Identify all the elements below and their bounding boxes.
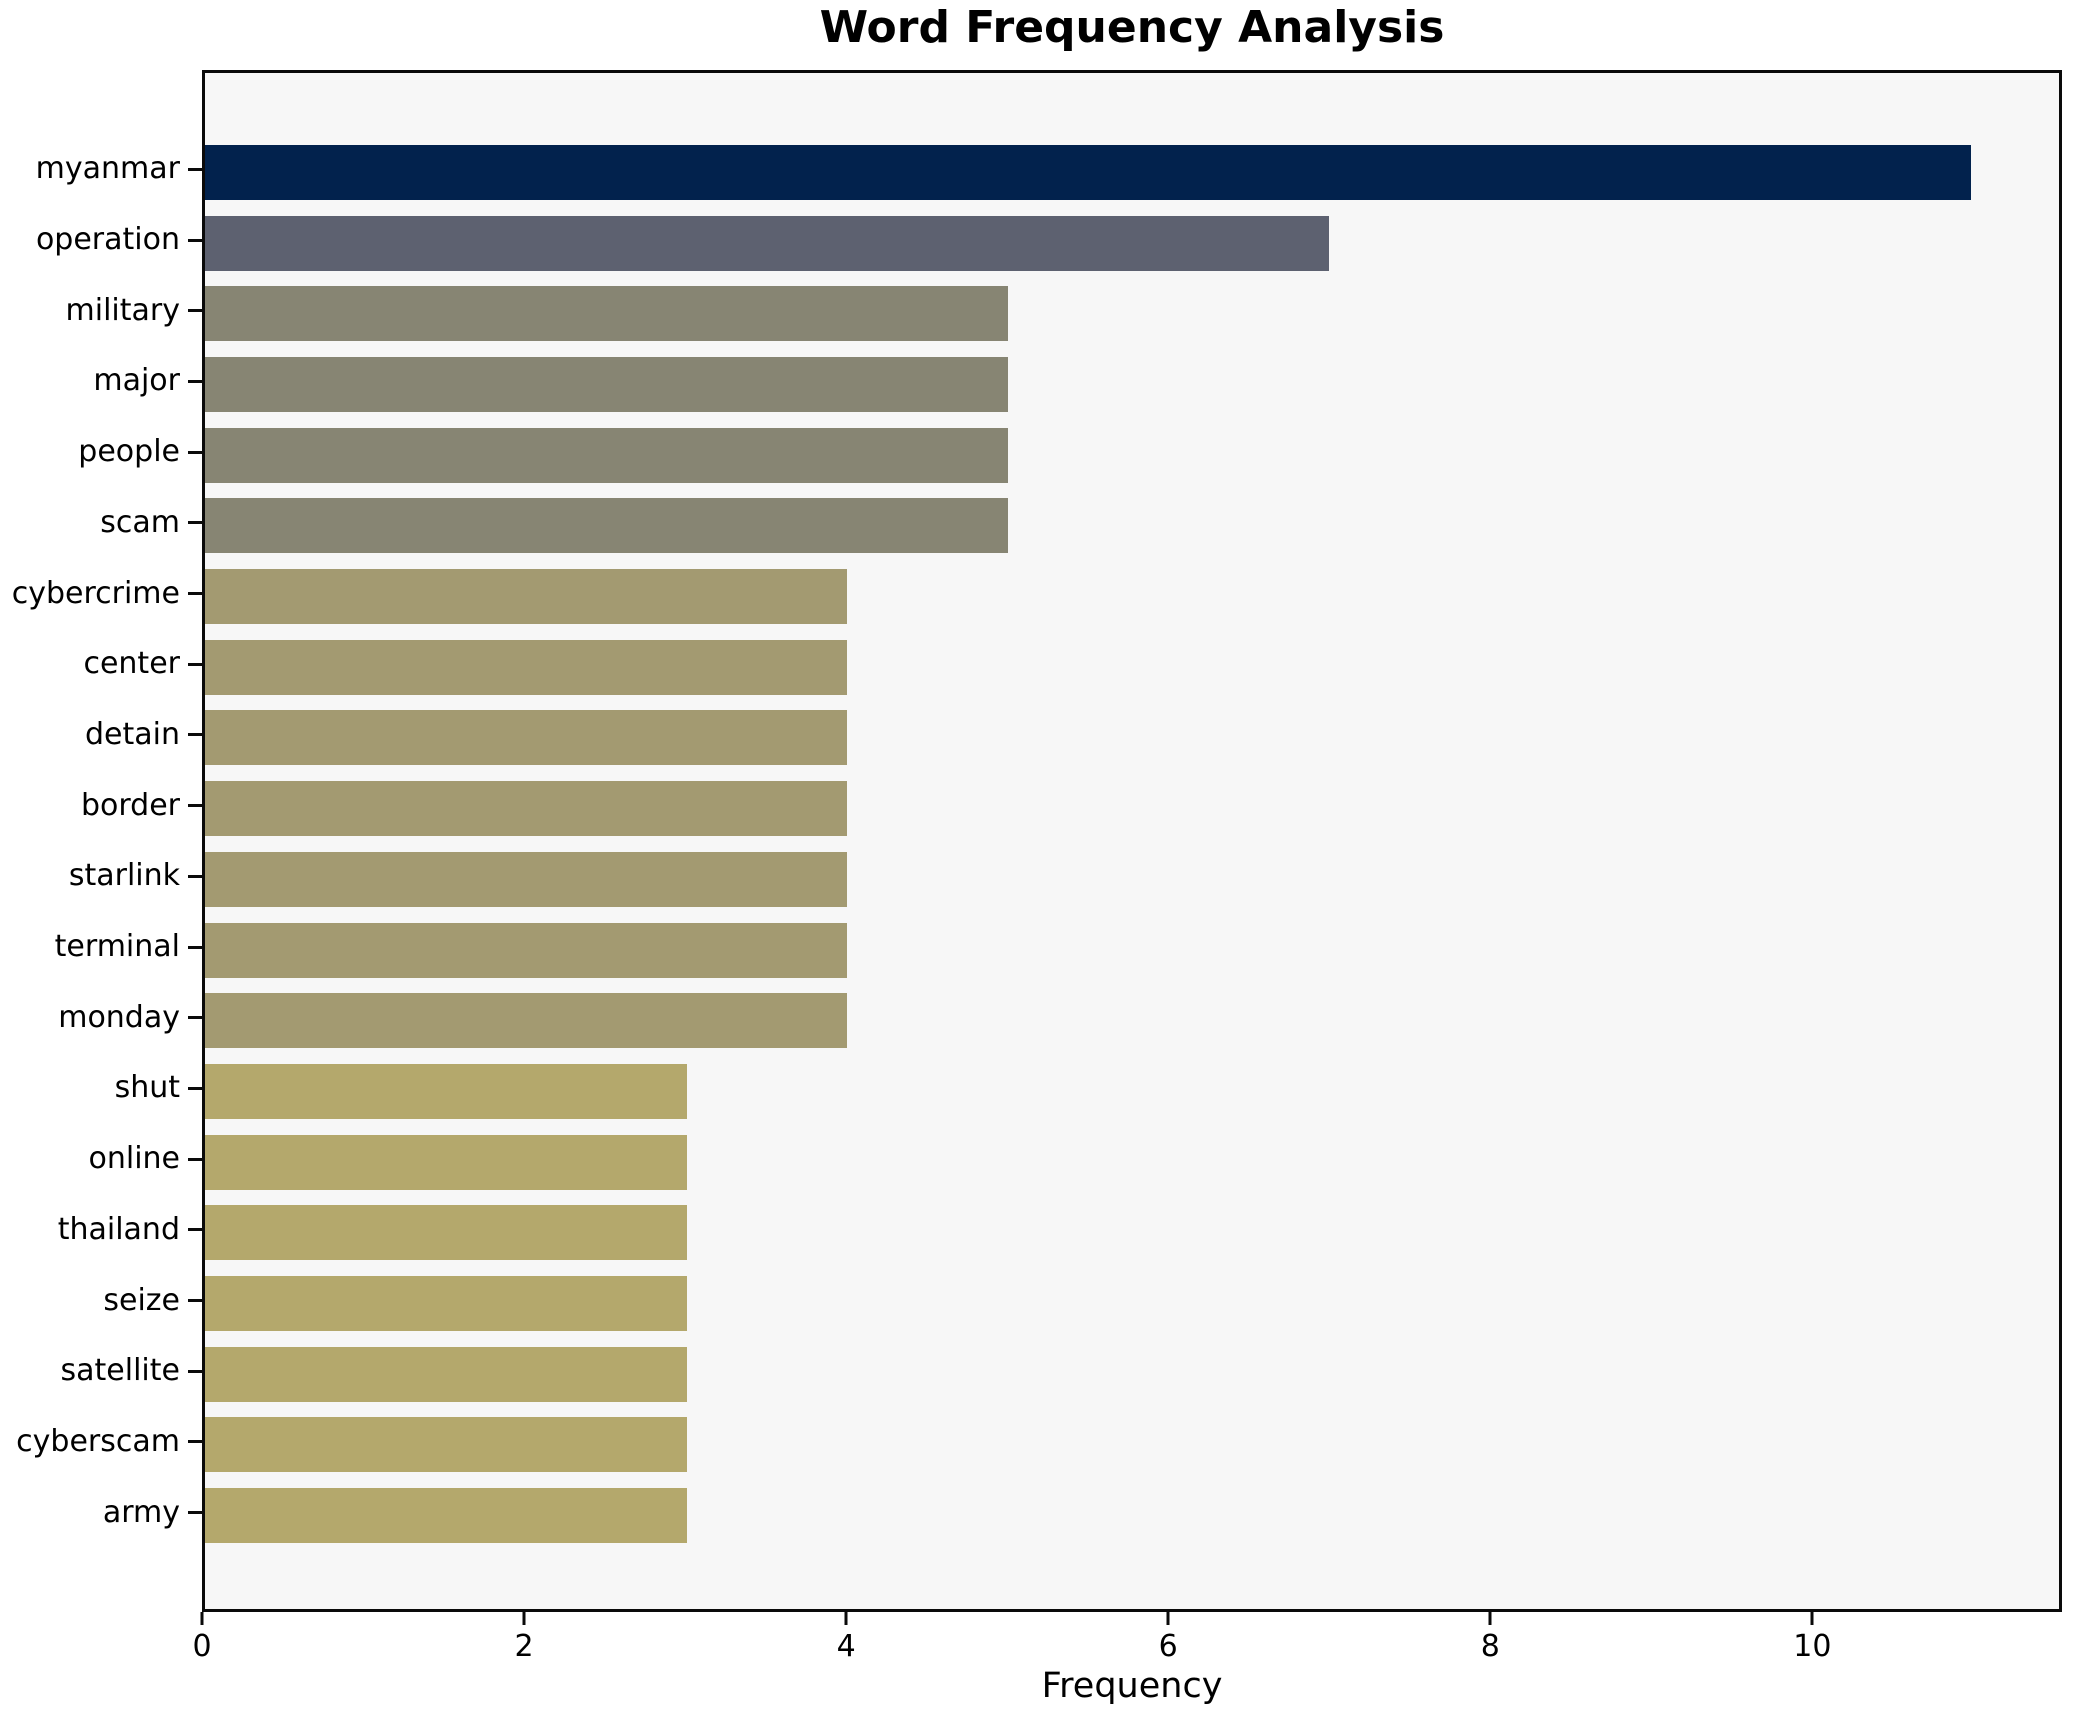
- y-tick-mark: [188, 167, 202, 171]
- y-tick-mark: [188, 1369, 202, 1373]
- y-tick-label-monday: monday: [58, 999, 180, 1035]
- y-tick-mark: [188, 592, 202, 596]
- x-tick-mark: [1488, 1612, 1492, 1625]
- y-tick-mark: [188, 309, 202, 313]
- x-tick-mark: [200, 1612, 204, 1625]
- bar-detain: [205, 710, 848, 766]
- bar-center: [205, 639, 848, 695]
- x-tick-mark: [1810, 1612, 1814, 1625]
- bar-myanmar: [205, 144, 1971, 200]
- bar-shut: [205, 1063, 687, 1119]
- y-tick-label-shut: shut: [114, 1070, 180, 1106]
- y-tick-label-detain: detain: [85, 716, 180, 752]
- y-tick-label-seize: seize: [103, 1282, 180, 1318]
- y-axis-labels: myanmar operation military major people scam c…: [0, 70, 180, 1612]
- x-axis: 0 2 4 6 8 10: [192, 1612, 2062, 1682]
- y-tick-label-satellite: satellite: [60, 1353, 180, 1389]
- bar-major: [205, 356, 1008, 412]
- bar-army: [205, 1488, 687, 1544]
- y-tick-label-center: center: [83, 646, 180, 682]
- y-tick-mark: [188, 521, 202, 525]
- bar-online: [205, 1134, 687, 1190]
- y-tick-mark: [188, 1016, 202, 1020]
- y-tick-label-scam: scam: [100, 504, 180, 540]
- bar-people: [205, 427, 1008, 483]
- bar-military: [205, 286, 1008, 342]
- y-tick-label-army: army: [102, 1494, 180, 1530]
- y-axis-ticks: [188, 70, 202, 1612]
- bars-container: [205, 73, 2059, 1609]
- x-tick-mark: [522, 1612, 526, 1625]
- y-tick-mark: [188, 804, 202, 808]
- bar-thailand: [205, 1205, 687, 1261]
- y-tick-label-people: people: [78, 434, 180, 470]
- bar-scam: [205, 498, 1008, 554]
- y-tick-label-military: military: [65, 292, 180, 328]
- x-tick-label-8: 8: [1480, 1629, 1500, 1664]
- y-tick-label-myanmar: myanmar: [35, 151, 180, 187]
- plot-area: [202, 70, 2062, 1612]
- x-tick-label-0: 0: [192, 1629, 212, 1664]
- bar-monday: [205, 993, 848, 1049]
- y-tick-label-cyberscam: cyberscam: [16, 1423, 180, 1459]
- y-tick-mark: [188, 1440, 202, 1444]
- x-tick-label-2: 2: [514, 1629, 534, 1664]
- y-tick-label-operation: operation: [35, 222, 180, 258]
- x-axis-title: Frequency: [1041, 1666, 1223, 1706]
- y-tick-mark: [188, 379, 202, 383]
- bar-border: [205, 781, 848, 837]
- x-tick-mark: [844, 1612, 848, 1625]
- y-tick-mark: [188, 874, 202, 878]
- bar-starlink: [205, 851, 848, 907]
- bar-operation: [205, 215, 1329, 271]
- y-tick-mark: [188, 1299, 202, 1303]
- y-tick-label-thailand: thailand: [57, 1211, 180, 1247]
- y-tick-label-online: online: [88, 1141, 180, 1177]
- y-tick-mark: [188, 662, 202, 666]
- y-tick-mark: [188, 945, 202, 949]
- bar-seize: [205, 1276, 687, 1332]
- y-tick-label-border: border: [80, 787, 180, 823]
- y-tick-label-major: major: [93, 363, 180, 399]
- y-tick-mark: [188, 1086, 202, 1090]
- bar-terminal: [205, 922, 848, 978]
- y-tick-mark: [188, 450, 202, 454]
- y-tick-mark: [188, 1228, 202, 1232]
- y-tick-label-starlink: starlink: [68, 858, 180, 894]
- bar-cyberscam: [205, 1417, 687, 1473]
- bar-cybercrime: [205, 569, 848, 625]
- y-tick-mark: [188, 238, 202, 242]
- y-tick-mark: [188, 733, 202, 737]
- x-tick-label-10: 10: [1793, 1629, 1832, 1664]
- bar-satellite: [205, 1346, 687, 1402]
- y-tick-label-terminal: terminal: [54, 929, 180, 965]
- x-tick-label-4: 4: [836, 1629, 856, 1664]
- y-tick-mark: [188, 1511, 202, 1515]
- x-tick-mark: [1166, 1612, 1170, 1625]
- chart-title: Word Frequency Analysis: [819, 2, 1445, 53]
- y-tick-mark: [188, 1157, 202, 1161]
- x-tick-label-6: 6: [1158, 1629, 1178, 1664]
- y-tick-label-cybercrime: cybercrime: [11, 575, 180, 611]
